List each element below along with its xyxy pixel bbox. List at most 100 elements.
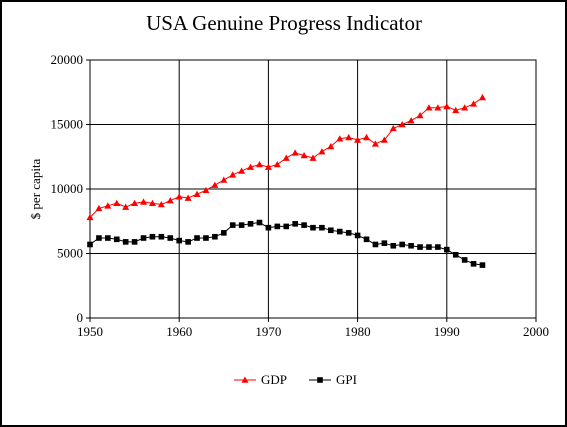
x-tick-label: 1970 [255,324,281,339]
data-point-gdp [345,133,353,141]
data-point-gdp [461,104,469,111]
data-point-gdp [148,199,156,206]
y-axis-label: $ per capita [28,158,43,219]
legend: GDP GPI [234,372,357,387]
x-tick-label: 1950 [77,324,103,339]
data-point-gdp [478,93,486,101]
data-point-gpi [96,235,102,241]
data-point-gdp [184,194,192,201]
data-point-gdp [371,140,379,147]
data-point-gdp [363,133,371,141]
data-point-gdp [443,102,451,110]
data-point-gdp [300,151,308,159]
y-tick-label: 20000 [51,52,84,67]
data-point-gpi [408,242,414,249]
data-point-gpi [265,224,272,231]
data-point-gdp [166,197,174,204]
x-tick-label: 2000 [523,324,549,339]
data-point-gpi [292,221,298,227]
data-point-gpi [167,235,174,241]
data-point-gpi [203,235,209,241]
legend-entry-gpi: GPI [309,372,357,387]
data-point-gpi [444,246,450,253]
series-gpi [87,219,486,268]
data-point-gdp [211,181,219,188]
y-tick-label: 5000 [57,246,83,261]
data-point-gdp [416,111,424,119]
data-point-gdp [229,171,237,178]
x-axis-ticks: 1950 1960 1970 1980 1990 2000 [77,318,549,339]
legend-marker-gpi [317,377,323,383]
data-point-gdp [291,149,299,156]
data-point-gpi [381,240,388,246]
data-point-gdp [86,213,94,221]
data-point-gpi [301,222,307,228]
data-point-gdp [157,200,165,208]
data-point-gdp [273,160,281,168]
data-point-gdp [389,124,397,132]
data-point-gpi [363,236,370,243]
data-point-gdp [327,142,335,150]
data-point-gpi [140,235,147,241]
data-point-gpi [131,239,138,245]
x-tick-label: 1980 [345,324,371,339]
y-tick-label: 10000 [51,181,84,196]
data-point-gpi [194,235,200,241]
series-gdp [86,93,486,221]
data-point-gdp [264,163,272,170]
data-point-gpi [212,233,218,240]
data-point-gpi [461,257,468,263]
data-point-gdp [131,199,139,206]
data-point-gdp [238,167,246,174]
data-point-gpi [435,244,441,250]
data-point-gpi [354,232,361,239]
data-point-gdp [247,163,255,170]
gridlines [90,60,536,318]
data-point-gdp [202,186,210,194]
data-point-gpi [149,233,156,240]
y-tick-label: 15000 [51,117,84,132]
data-point-gpi [319,224,325,231]
data-point-gdp [336,135,344,142]
data-point-gdp [220,176,228,183]
y-axis-ticks: 0 5000 10000 15000 20000 [51,52,90,325]
data-point-gdp [282,154,290,161]
data-point-gpi [417,244,423,250]
data-point-gdp [95,204,103,212]
data-point-gdp [425,104,433,111]
chart-title: USA Genuine Progress Indicator [146,11,422,35]
data-point-gdp [470,100,478,107]
legend-label-gpi: GPI [336,372,357,387]
data-point-gdp [452,106,460,114]
data-point-gdp [354,136,362,143]
data-point-gdp [380,136,388,143]
data-point-gpi [176,237,182,244]
data-point-gpi [283,223,290,230]
data-point-gpi [113,236,120,243]
data-point-gdp [398,121,406,128]
data-point-gpi [229,222,236,228]
data-point-gdp [318,148,326,155]
data-point-gdp [434,104,442,111]
data-point-gpi [470,261,477,267]
legend-marker-gdp [241,376,249,383]
series-layer [86,93,486,268]
data-point-gpi [310,224,316,231]
data-point-gpi [426,244,432,250]
data-point-gdp [193,190,201,197]
data-point-gdp [113,199,121,206]
data-point-gpi [238,222,245,228]
data-point-gpi [122,239,129,245]
data-point-gpi [372,241,379,248]
data-point-gpi [479,262,486,268]
data-point-gdp [175,193,183,200]
data-point-gdp [255,160,263,168]
data-point-gpi [158,233,165,240]
data-point-gdp [140,198,148,205]
data-point-gpi [221,230,227,236]
data-point-gpi [105,235,111,241]
legend-label-gdp: GDP [261,372,287,387]
y-tick-label: 0 [77,310,84,325]
